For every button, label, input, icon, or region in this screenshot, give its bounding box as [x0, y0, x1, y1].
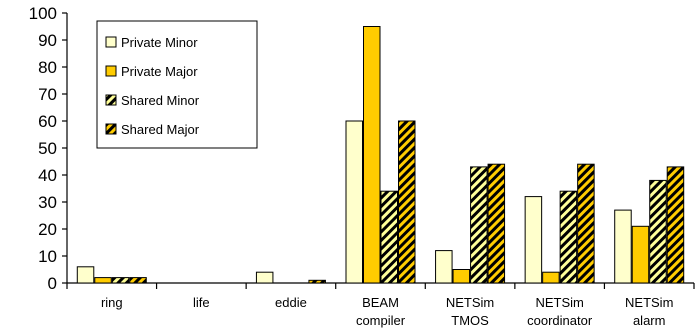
y-tick-label: 40	[38, 166, 57, 185]
y-tick-label: 30	[38, 193, 57, 212]
y-tick-label: 50	[38, 139, 57, 158]
bar-shared-major	[398, 120, 416, 284]
bar-shared-major	[129, 277, 147, 284]
bar-private-minor	[614, 209, 632, 284]
y-tick-label: 60	[38, 112, 57, 131]
bar-shared-major	[487, 163, 506, 284]
bar-shared-major	[308, 279, 326, 284]
legend-swatch	[105, 36, 117, 48]
x-tick-label: eddie	[275, 295, 307, 310]
y-tick-label: 100	[29, 4, 57, 23]
legend-label: Shared Major	[121, 122, 200, 137]
x-tick-label: alarm	[633, 313, 666, 328]
x-tick-label: compiler	[356, 313, 406, 328]
legend-swatch	[105, 65, 117, 77]
y-tick-label: 10	[38, 247, 57, 266]
legend: Private Minor Private Major Shared Minor Sh…	[96, 20, 258, 149]
legend-box	[96, 20, 258, 149]
bar-private-minor	[255, 271, 274, 284]
x-tick-label: TMOS	[451, 313, 489, 328]
bar-shared-minor	[559, 190, 578, 284]
x-tick-label: NETSim	[625, 295, 673, 310]
y-tick-label: 80	[38, 58, 57, 77]
bar-private-major	[542, 271, 560, 284]
bar-private-minor	[435, 250, 453, 284]
legend-label: Private Major	[121, 64, 198, 79]
x-tick-label: ring	[101, 295, 123, 310]
x-tick-label: NETSim	[535, 295, 583, 310]
legend-swatch	[105, 123, 117, 135]
y-tick-label: 0	[48, 274, 57, 293]
x-tick-label: coordinator	[527, 313, 593, 328]
x-tick-label: BEAM	[362, 295, 399, 310]
y-axis: 0 10 20 30 40 50 60 70 80 90 100	[29, 4, 68, 293]
bar-private-minor	[524, 196, 543, 284]
bars	[76, 26, 685, 284]
bar-shared-minor	[111, 277, 130, 284]
bar-private-major	[363, 26, 381, 284]
x-axis: ring life eddie BEAM compiler NETSim TMOS NETSi…	[66, 282, 695, 328]
bar-shared-minor	[380, 190, 398, 284]
bar-shared-major	[666, 166, 685, 284]
bar-shared-minor	[470, 166, 488, 284]
bar-private-major	[452, 269, 471, 284]
bar-private-minor	[345, 120, 363, 284]
y-tick-label: 90	[38, 31, 57, 50]
bar-private-major	[94, 277, 112, 284]
bar-shared-minor	[649, 179, 667, 284]
x-tick-label: life	[193, 295, 210, 310]
legend-swatch	[105, 94, 117, 106]
bar-private-major	[631, 225, 650, 284]
bar-shared-major	[577, 163, 595, 284]
legend-label: Private Minor	[121, 35, 198, 50]
legend-label: Shared Minor	[121, 93, 200, 108]
y-tick-label: 70	[38, 85, 57, 104]
bar-private-minor	[76, 266, 95, 284]
x-tick-label: NETSim	[446, 295, 494, 310]
y-tick-label: 20	[38, 220, 57, 239]
